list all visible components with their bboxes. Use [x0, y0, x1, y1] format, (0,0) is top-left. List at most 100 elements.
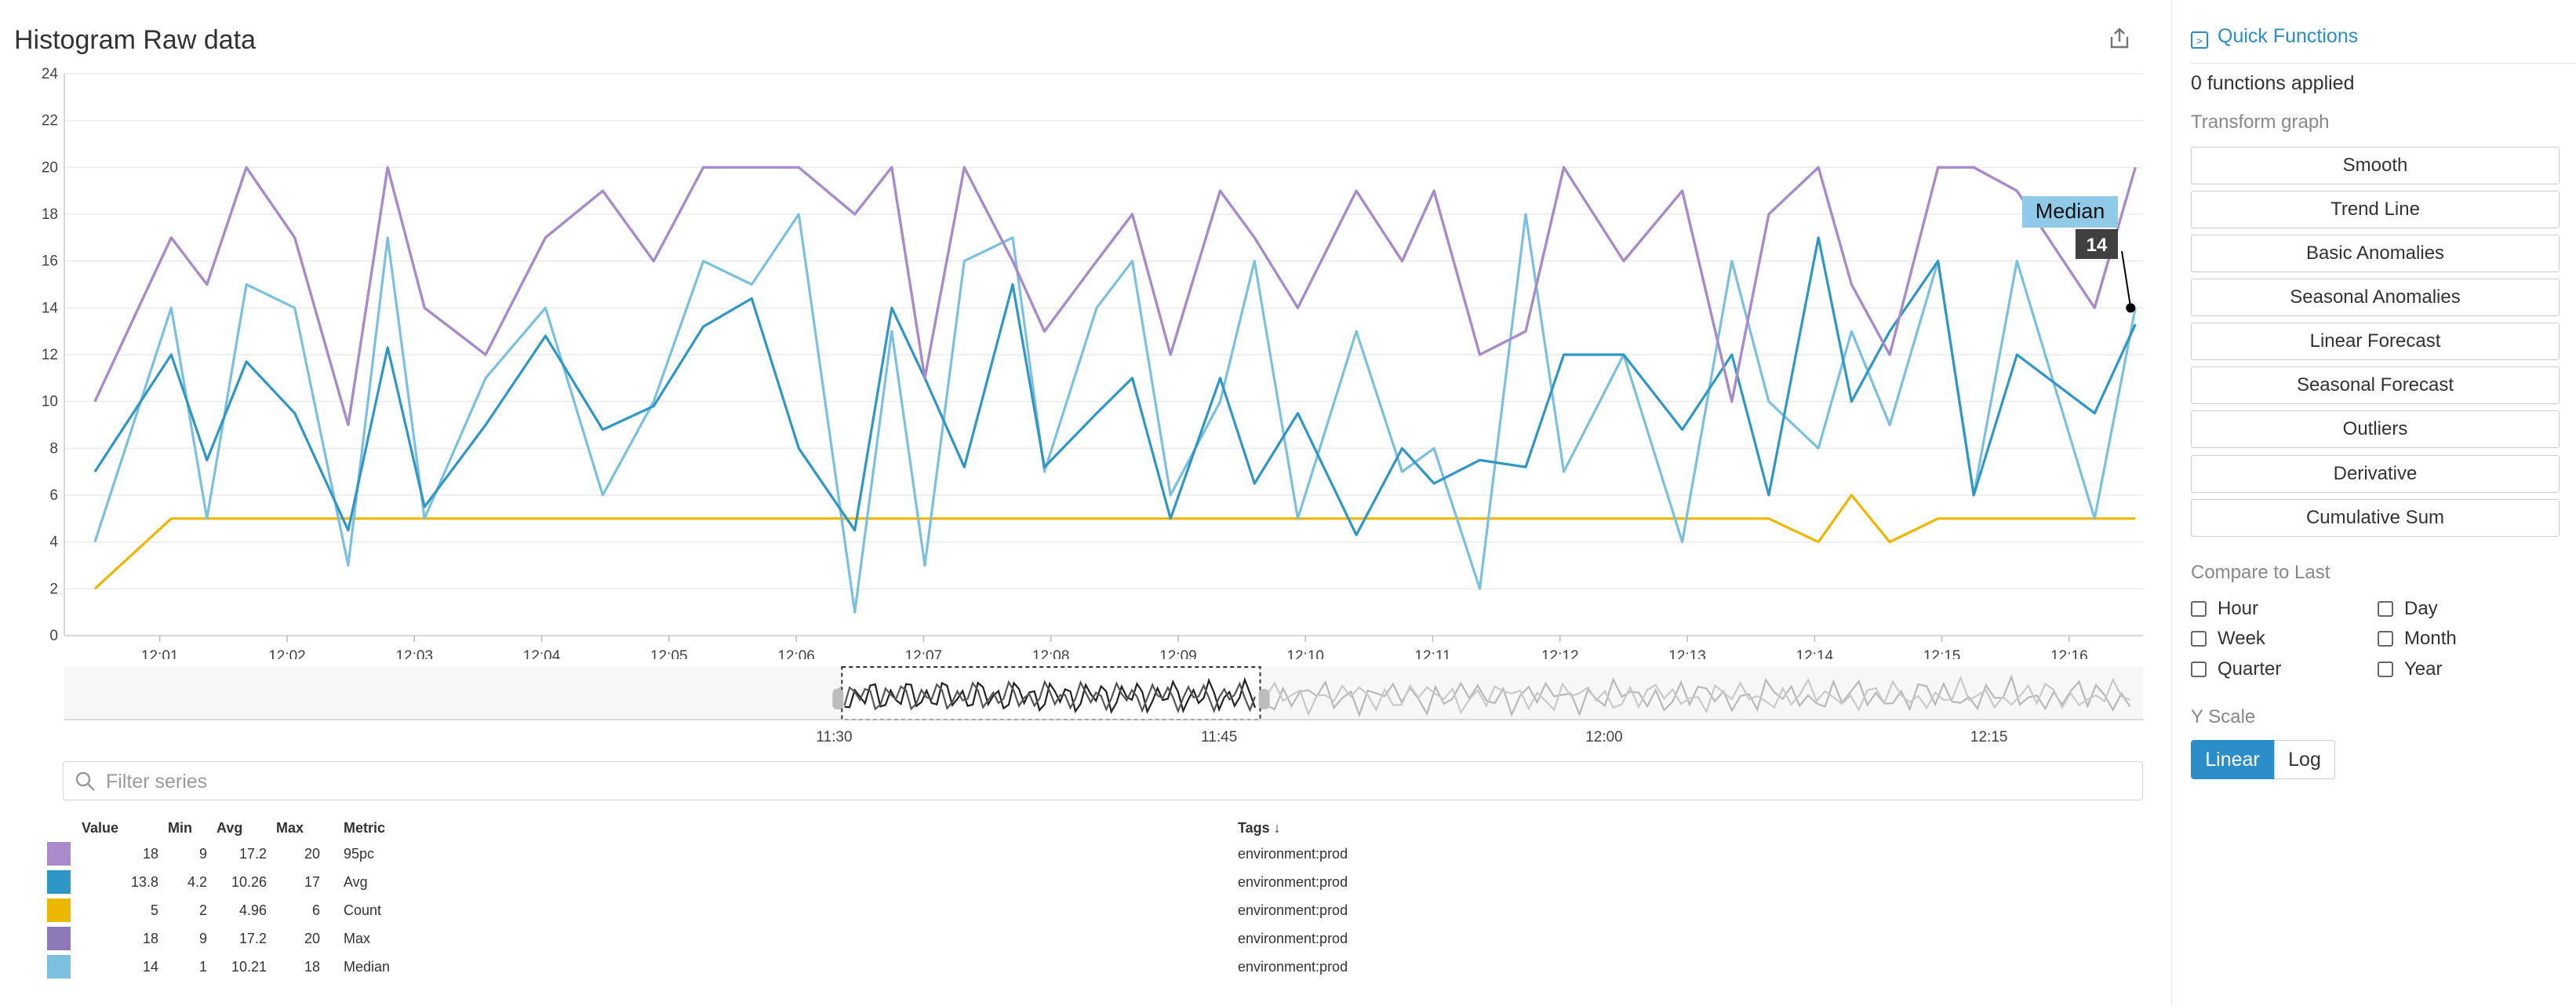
checkbox-box[interactable] — [2378, 631, 2393, 647]
series-line-avg[interactable] — [93, 236, 2137, 537]
legend-value: 5 — [150, 902, 158, 918]
tooltip-series-name: Median — [2036, 199, 2105, 223]
navigator-tick-label: 11:30 — [816, 729, 852, 745]
compare-hour-checkbox[interactable]: Hour — [2191, 598, 2258, 620]
search-icon — [75, 771, 95, 791]
legend-swatch-median — [47, 955, 71, 979]
x-tick-label: 12:07 — [905, 648, 943, 659]
legend-min: 9 — [198, 930, 207, 946]
legend-swatch-header — [44, 816, 82, 840]
seasonal-forecast-button[interactable]: Seasonal Forecast — [2191, 366, 2560, 404]
quick-functions-link[interactable]: > Quick Functions — [2191, 25, 2358, 49]
basic-anomalies-button[interactable]: Basic Anomalies — [2191, 235, 2560, 272]
tooltip-point — [2126, 303, 2136, 313]
y-tick-label: 22 — [42, 113, 58, 129]
legend-swatch-cell — [44, 896, 82, 924]
y-scale-label: Y Scale — [2191, 706, 2256, 727]
compare-month-checkbox[interactable]: Month — [2378, 628, 2457, 650]
legend-swatch-max — [47, 927, 71, 950]
legend-metric: Avg — [344, 873, 368, 890]
navigator-tick-label: 11:45 — [1201, 729, 1237, 745]
legend-max: 17 — [304, 873, 320, 890]
y-tick-label: 14 — [42, 300, 59, 316]
checkbox-box[interactable] — [2378, 662, 2393, 677]
checkbox-box[interactable] — [2378, 601, 2393, 617]
legend-row-median[interactable]: 14 1 10.21 18 Median environment:prod — [44, 953, 1552, 981]
compare-month-label: Month — [2404, 628, 2457, 649]
trend-line-button[interactable]: Trend Line — [2191, 191, 2560, 228]
legend-value: 14 — [142, 958, 158, 975]
legend-swatch-cell — [44, 953, 82, 981]
x-tick-label: 12:09 — [1159, 648, 1197, 659]
legend-row-95pc[interactable]: 18 9 17.2 20 95pc environment:prod — [44, 840, 1552, 868]
legend-header-tags[interactable]: Tags ↓ — [1238, 819, 1281, 836]
x-tick-label: 12:02 — [268, 648, 306, 659]
y-scale-linear-button[interactable]: Linear — [2191, 740, 2274, 779]
filter-series-box[interactable] — [63, 761, 2143, 800]
quick-functions-label: Quick Functions — [2218, 25, 2359, 47]
legend-value: 18 — [142, 930, 158, 946]
derivative-button[interactable]: Derivative — [2191, 455, 2560, 493]
smooth-button[interactable]: Smooth — [2191, 147, 2560, 184]
legend-avg: 17.2 — [238, 930, 267, 946]
x-tick-label: 12:08 — [1032, 648, 1070, 659]
legend-row-max[interactable]: 18 9 17.2 20 Max environment:prod — [44, 924, 1552, 953]
compare-year-checkbox[interactable]: Year — [2378, 658, 2443, 680]
navigator-tick-label: 12:15 — [1970, 729, 2008, 745]
legend-swatch-cell — [44, 840, 82, 868]
share-icon[interactable] — [2108, 27, 2130, 50]
legend-header-min[interactable]: Min — [168, 819, 192, 836]
tooltip-series-box — [2022, 196, 2118, 228]
legend-tags: environment:prod — [1238, 930, 1348, 946]
series-line-count[interactable] — [93, 494, 2136, 590]
legend-avg: 4.96 — [238, 902, 267, 918]
linear-forecast-button[interactable]: Linear Forecast — [2191, 323, 2560, 360]
x-tick-label: 12:13 — [1668, 648, 1706, 659]
legend-header-avg[interactable]: Avg — [216, 819, 243, 836]
y-scale-log-button[interactable]: Log — [2274, 740, 2335, 779]
filter-series-input[interactable] — [104, 767, 2116, 796]
seasonal-anomalies-button[interactable]: Seasonal Anomalies — [2191, 279, 2560, 316]
legend-tags: environment:prod — [1238, 845, 1348, 862]
functions-applied-count: 0 functions applied — [2191, 72, 2355, 94]
legend-row-avg[interactable]: 13.8 4.2 10.26 17 Avg environment:prod — [44, 868, 1552, 896]
navigator-tick-label: 12:00 — [1585, 729, 1623, 745]
y-tick-label: 12 — [42, 347, 58, 363]
compare-quarter-checkbox[interactable]: Quarter — [2191, 658, 2281, 680]
legend-swatch-cell — [44, 924, 82, 953]
legend-tags: environment:prod — [1238, 958, 1348, 975]
series-line-95pc[interactable] — [93, 166, 2137, 427]
navigator-right-handle[interactable] — [1258, 689, 1270, 709]
legend-header-value[interactable]: Value — [82, 819, 119, 836]
x-tick-label: 12:05 — [650, 648, 688, 659]
tooltip-value: 14 — [2087, 235, 2108, 256]
y-tick-label: 6 — [49, 487, 58, 504]
x-tick-label: 12:06 — [777, 648, 815, 659]
legend-header-max[interactable]: Max — [276, 819, 304, 836]
y-tick-label: 20 — [42, 159, 58, 176]
x-tick-label: 12:14 — [1796, 648, 1834, 659]
legend-metric: Median — [344, 958, 391, 975]
checkbox-box[interactable] — [2191, 662, 2207, 677]
legend-row-count[interactable]: 5 2 4.96 6 Count environment:prod — [44, 896, 1552, 924]
transform-graph-label: Transform graph — [2191, 111, 2330, 133]
legend-value: 13.8 — [130, 873, 158, 890]
y-tick-label: 10 — [42, 394, 58, 410]
navigator-left-handle[interactable] — [832, 689, 844, 709]
checkbox-box[interactable] — [2191, 631, 2207, 647]
compare-hour-label: Hour — [2218, 598, 2259, 619]
cumulative-sum-button[interactable]: Cumulative Sum — [2191, 499, 2560, 537]
legend-metric: Count — [344, 902, 382, 918]
compare-day-checkbox[interactable]: Day — [2378, 598, 2438, 620]
x-tick-label: 12:16 — [2050, 648, 2088, 659]
legend-max: 18 — [304, 958, 320, 975]
series-line-median[interactable] — [93, 213, 2137, 614]
checkbox-box[interactable] — [2191, 601, 2207, 617]
legend-swatch-cell — [44, 868, 82, 896]
legend-header-metric[interactable]: Metric — [344, 819, 386, 836]
compare-week-checkbox[interactable]: Week — [2191, 628, 2265, 650]
legend-avg: 10.26 — [231, 873, 267, 890]
outliers-button[interactable]: Outliers — [2191, 410, 2560, 448]
